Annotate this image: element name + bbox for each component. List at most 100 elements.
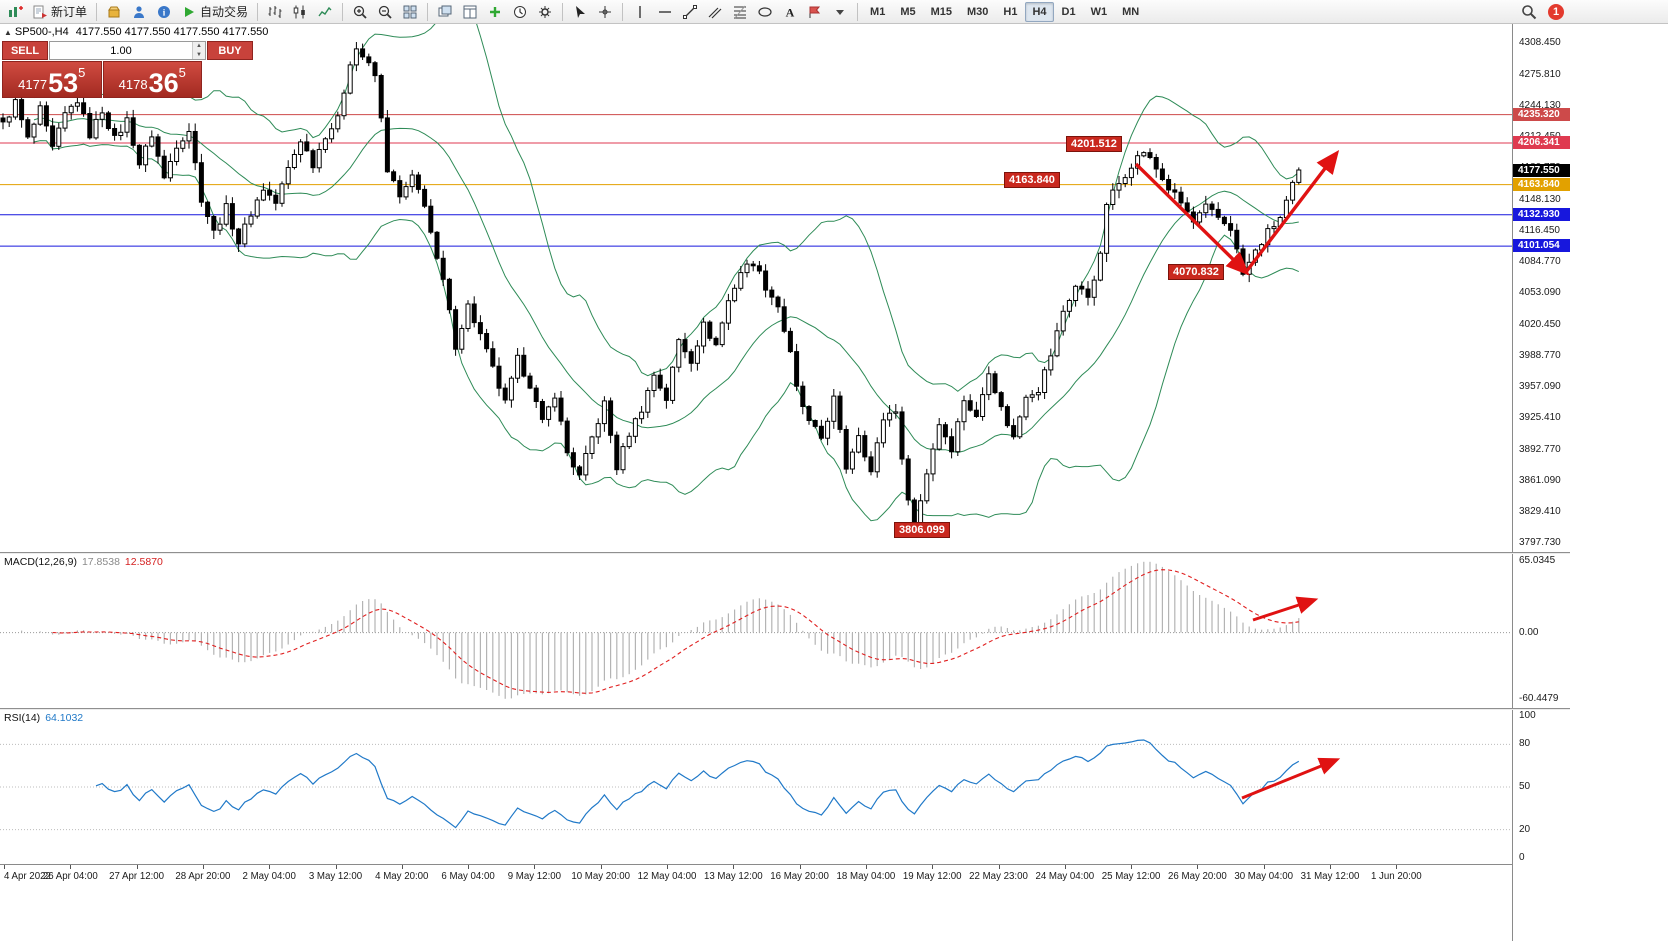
price-tick: 4116.450 xyxy=(1519,225,1560,236)
cascade-icon xyxy=(437,4,453,20)
ohlc-values: 4177.550 4177.550 4177.550 4177.550 xyxy=(75,26,269,38)
timeframe-w1-button[interactable]: W1 xyxy=(1090,5,1108,18)
timeframe-m15-button[interactable]: M15 xyxy=(930,5,952,18)
period-clock-button[interactable] xyxy=(508,2,532,22)
equidistant-channel-button[interactable] xyxy=(703,2,727,22)
price-line-label: 4206.341 xyxy=(1513,136,1570,149)
toolbar-separator xyxy=(257,2,259,21)
timeframe-d1-button[interactable]: D1 xyxy=(1061,5,1076,18)
time-label: 27 Apr 12:00 xyxy=(109,871,165,882)
cursor-button[interactable] xyxy=(568,2,592,22)
time-tick xyxy=(202,865,204,869)
volume-decrease-button[interactable]: ▼ xyxy=(193,50,205,59)
macd-name: MACD(12,26,9) xyxy=(4,556,77,568)
timeframe-m1-button[interactable]: M1 xyxy=(870,5,886,18)
price-annotation[interactable]: 4201.512 xyxy=(1066,136,1122,152)
zoom-in-button[interactable] xyxy=(348,2,372,22)
price-annotation[interactable]: 4070.832 xyxy=(1168,264,1224,280)
autotrading-button[interactable]: 自动交易 xyxy=(177,2,252,22)
market-button[interactable] xyxy=(102,2,126,22)
volume-input[interactable] xyxy=(50,42,192,59)
time-label: 19 May 12:00 xyxy=(902,871,962,882)
zoomin-icon xyxy=(352,4,368,20)
toolbar-separator xyxy=(427,2,429,21)
time-axis[interactable]: 4 Apr 2022 26 Apr 04:00 27 Apr 12:00 28 Apr… xyxy=(0,864,1512,941)
tile-windows-button[interactable] xyxy=(398,2,422,22)
community-button[interactable] xyxy=(127,2,151,22)
cascade-windows-button[interactable] xyxy=(433,2,457,22)
sell-price-button[interactable]: 4177 53 5 xyxy=(2,61,102,98)
volume-steppers: ▲ ▼ xyxy=(192,42,205,59)
rsi-tick: 80 xyxy=(1519,738,1531,749)
fibonacci-button[interactable] xyxy=(728,2,752,22)
new-order-button[interactable]: 新订单 xyxy=(28,2,91,22)
person-icon xyxy=(131,4,147,20)
vertical-line-button[interactable] xyxy=(628,2,652,22)
candlestick-plot[interactable] xyxy=(0,24,1512,552)
arrow-objects-button[interactable] xyxy=(803,2,827,22)
time-tick xyxy=(534,865,536,869)
fibo-icon xyxy=(732,4,748,20)
volume-increase-button[interactable]: ▲ xyxy=(193,42,205,51)
buy-button[interactable]: BUY xyxy=(207,41,253,60)
zoom-out-button[interactable] xyxy=(373,2,397,22)
price-line-label: 4235.320 xyxy=(1513,108,1570,121)
price-tick: 3797.730 xyxy=(1519,537,1561,548)
text-button[interactable]: A xyxy=(778,2,802,22)
news-button[interactable]: i xyxy=(152,2,176,22)
ask-big-digits: 36 xyxy=(148,68,179,99)
line-chart-button[interactable] xyxy=(313,2,337,22)
more-objects-button[interactable] xyxy=(828,2,852,22)
notification-badge[interactable]: 1 xyxy=(1548,3,1564,20)
windows-icon xyxy=(462,4,478,20)
price-scale[interactable]: 4308.4504275.8104244.1304212.4504180.770… xyxy=(1512,24,1570,941)
price-tick: 4308.450 xyxy=(1519,37,1561,48)
plus-icon xyxy=(487,4,503,20)
panel-separator[interactable] xyxy=(0,552,1570,554)
time-tick xyxy=(335,865,337,869)
shapes-button[interactable] xyxy=(753,2,777,22)
trendline-button[interactable] xyxy=(678,2,702,22)
bar-chart-button[interactable] xyxy=(263,2,287,22)
right-margin xyxy=(1570,24,1668,941)
price-annotation[interactable]: 4163.840 xyxy=(1004,172,1060,188)
time-label: 30 May 04:00 xyxy=(1234,871,1294,882)
time-label: 6 May 04:00 xyxy=(441,871,495,882)
time-label: 28 Apr 20:00 xyxy=(175,871,231,882)
add-indicator-button[interactable] xyxy=(483,2,507,22)
price-annotation[interactable]: 3806.099 xyxy=(894,522,950,538)
trade-controls-row: SELL ▲ ▼ BUY xyxy=(2,41,253,60)
panel-separator[interactable] xyxy=(0,708,1570,710)
rsi-panel[interactable]: RSI(14) 64.1032 xyxy=(0,710,1512,864)
candle-chart-button[interactable] xyxy=(288,2,312,22)
time-tick xyxy=(1263,865,1265,869)
ask-main: 4178 xyxy=(118,77,148,92)
new-chart-button[interactable] xyxy=(3,2,27,22)
text-icon: A xyxy=(782,4,798,20)
main-chart-panel[interactable]: 4201.512 4163.840 4070.832 3806.099 ▲ SP500-… xyxy=(0,24,1512,552)
timeframe-h4-button[interactable]: H4 xyxy=(1025,1,1054,22)
symbol-period: SP500-,H4 xyxy=(14,26,69,38)
chart-settings-button[interactable] xyxy=(533,2,557,22)
price-tick: 4275.810 xyxy=(1519,69,1561,80)
timeframe-m5-button[interactable]: M5 xyxy=(900,5,916,18)
window-list-button[interactable] xyxy=(458,2,482,22)
label-icon xyxy=(807,4,823,20)
buy-price-button[interactable]: 4178 36 5 xyxy=(102,61,202,99)
price-tick: 4020.450 xyxy=(1519,319,1561,330)
timeframe-h1-button[interactable]: H1 xyxy=(1003,5,1018,18)
crosshair-button[interactable] xyxy=(593,2,617,22)
horizontal-line-button[interactable] xyxy=(653,2,677,22)
zoomout-icon xyxy=(377,4,393,20)
timeframe-mn-button[interactable]: MN xyxy=(1122,5,1140,18)
bid-main: 4177 xyxy=(18,77,48,92)
time-tick xyxy=(600,865,602,869)
timeframe-m30-button[interactable]: M30 xyxy=(967,5,989,18)
sell-button[interactable]: SELL xyxy=(2,41,48,60)
time-tick xyxy=(998,865,1000,869)
macd-panel[interactable]: MACD(12,26,9) 17.8538 12.5870 xyxy=(0,554,1512,708)
search-button[interactable] xyxy=(1517,2,1541,22)
settings-icon xyxy=(537,4,553,20)
